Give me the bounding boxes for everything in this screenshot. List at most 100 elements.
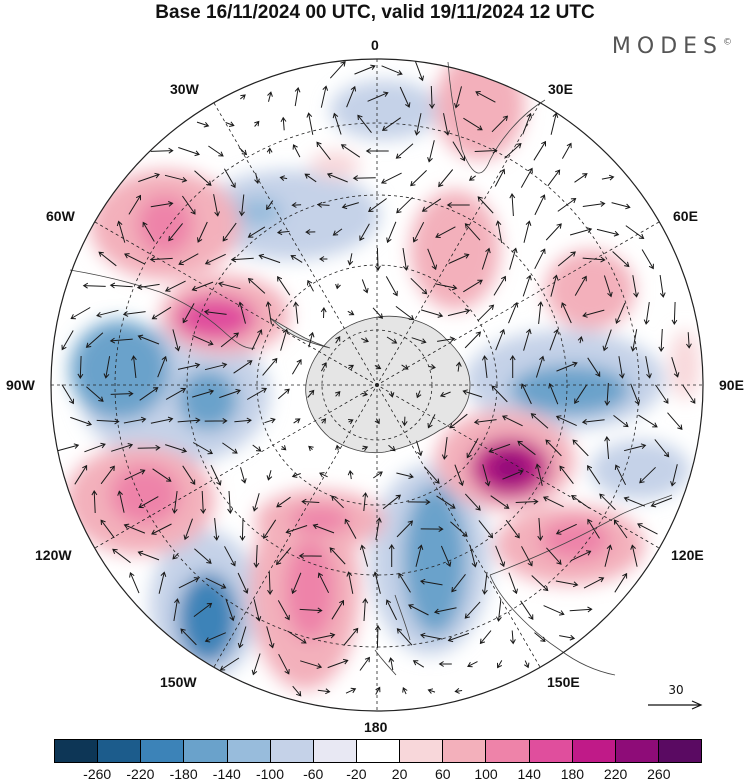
lon-label-0: 0	[371, 37, 379, 53]
wind-arrow	[139, 387, 159, 401]
wind-arrow	[555, 523, 577, 535]
colorbar-label-9: 100	[474, 766, 498, 782]
wind-arrow	[543, 605, 565, 616]
wind-arrow	[362, 598, 369, 622]
wind-arrow	[213, 194, 220, 217]
wind-arrow	[440, 545, 452, 567]
wind-arrow	[239, 517, 246, 541]
wind-arrow	[312, 523, 335, 534]
wind-arrow	[451, 573, 466, 593]
wind-arrow	[587, 357, 601, 378]
colorbar-label-3: -140	[212, 766, 241, 782]
reference-vector-label: 30	[668, 683, 684, 697]
wind-arrow	[308, 445, 314, 452]
wind-arrow	[77, 355, 84, 379]
wind-arrow	[623, 443, 647, 452]
wind-arrow	[448, 253, 470, 264]
colorbar-cell-1	[98, 740, 142, 762]
wind-arrow	[401, 416, 408, 427]
colorbar-label-6: -20	[346, 766, 367, 782]
wind-arrow	[623, 496, 646, 507]
wind-arrow	[534, 632, 546, 643]
wind-arrow	[416, 390, 422, 399]
wind-arrow	[473, 419, 497, 425]
wind-arrow	[98, 251, 117, 267]
wind-arrow	[508, 572, 518, 595]
wind-arrow	[428, 364, 436, 370]
wind-arrow	[177, 417, 201, 424]
africa-coast	[447, 61, 546, 174]
wind-arrow	[347, 310, 355, 316]
wind-arrow	[446, 202, 470, 208]
wind-arrow	[332, 228, 343, 236]
wind-arrow	[329, 547, 346, 565]
wind-arrow	[420, 526, 444, 533]
wind-arrow	[509, 355, 516, 378]
wind-arrow	[655, 384, 669, 404]
wind-arrow	[443, 113, 450, 136]
wind-arrow	[603, 275, 613, 298]
wind-arrow	[254, 120, 260, 127]
wind-arrow	[447, 632, 470, 643]
colorbar-label-10: 140	[517, 766, 541, 782]
anomaly-purple-center-e	[490, 453, 530, 483]
wind-arrow	[381, 117, 401, 131]
wind-arrow	[667, 412, 683, 431]
wind-arrow	[557, 198, 577, 212]
wind-arrow	[345, 687, 357, 694]
wind-arrow	[359, 223, 370, 242]
wind-arrow	[368, 198, 387, 213]
anomaly-light-blue-n	[330, 80, 440, 140]
wind-arrow	[464, 601, 481, 619]
anomaly-light-blue-far-e	[590, 440, 690, 500]
colorbar-cell-6	[313, 740, 357, 762]
wind-arrow	[137, 444, 161, 451]
wind-arrow	[437, 336, 456, 343]
wind-arrow	[517, 440, 536, 456]
wind-arrow	[253, 599, 262, 622]
wind-arrow	[138, 172, 160, 183]
wind-arrow	[346, 85, 357, 108]
wind-arrow	[137, 334, 160, 345]
lon-label-30w: 30W	[170, 81, 199, 97]
wind-arrow	[438, 169, 454, 188]
wind-arrow	[192, 335, 214, 346]
wind-arrow	[91, 490, 98, 514]
wind-arrow	[152, 468, 172, 482]
wind-arrow	[335, 390, 341, 397]
wind-arrow	[596, 228, 620, 237]
wind-arrow	[632, 275, 639, 298]
wind-arrow	[427, 688, 436, 694]
wind-arrow	[481, 247, 491, 270]
wind-arrow	[278, 653, 290, 675]
wind-arrow	[625, 225, 645, 239]
wind-arrow	[124, 469, 146, 481]
wind-arrow	[234, 417, 252, 424]
wind-arrow	[168, 223, 183, 242]
anomaly-pink-far-e	[670, 330, 700, 400]
wind-arrow	[638, 414, 658, 428]
wind-arrow	[317, 572, 330, 594]
wind-arrow	[335, 336, 341, 344]
wind-arrow	[165, 444, 188, 453]
wind-arrow	[587, 518, 600, 539]
wind-arrow	[396, 472, 414, 479]
reference-vector-arrow	[648, 700, 703, 710]
wind-arrow	[361, 337, 369, 343]
wind-arrow	[561, 302, 572, 324]
wind-arrow	[462, 389, 483, 398]
wind-arrow	[385, 276, 398, 297]
wind-arrow	[233, 360, 253, 374]
wind-arrow	[659, 275, 666, 298]
wind-arrow	[402, 687, 408, 695]
wind-arrow	[604, 436, 611, 460]
wind-arrow	[447, 308, 471, 317]
wind-arrow	[477, 196, 494, 214]
wind-arrow	[429, 85, 435, 109]
wind-arrow	[475, 91, 496, 103]
wind-arrow	[361, 445, 369, 452]
wind-arrow	[280, 328, 289, 351]
wind-arrow	[618, 356, 625, 379]
wind-arrow	[427, 414, 436, 429]
wind-arrow	[251, 653, 261, 676]
